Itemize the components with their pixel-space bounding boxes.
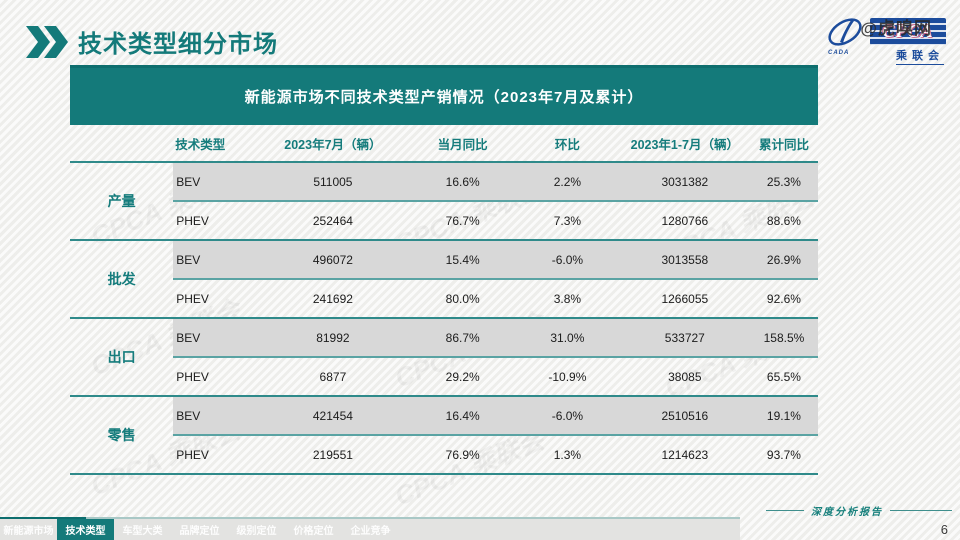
cell-cum: 2510516 — [619, 396, 750, 436]
group-label: 批发 — [70, 240, 174, 319]
bottom-nav: 新能源市场 技术类型 车型大类 品牌定位 级别定位 价格定位 企业竞争 — [0, 517, 740, 540]
cell-cumyoy: 19.1% — [749, 396, 818, 436]
nav-tab-price-position[interactable]: 价格定位 — [293, 526, 334, 537]
col-header-mom: 环比 — [515, 125, 620, 163]
page-header: 技术类型细分市场 — [24, 24, 278, 59]
table-row: 零售 BEV 421454 16.4% -6.0% 2510516 19.1% — [70, 396, 818, 475]
cell-mom: -6.0% — [515, 396, 620, 436]
col-header-cum: 2023年1-7月（辆） — [619, 125, 750, 163]
cell-tech: PHEV — [173, 279, 256, 319]
cell-mom: 1.3% — [515, 435, 620, 475]
cell-cum: 3013558 — [619, 240, 750, 280]
report-footnote: 深度分析报告 — [766, 503, 952, 518]
cell-cumyoy: 25.3% — [749, 162, 818, 202]
site-watermark: @虎嗅网 — [860, 19, 932, 38]
cell-tech: PHEV — [173, 357, 256, 397]
cell-cum: 1266055 — [619, 279, 750, 319]
cpca-ellipse-icon — [828, 18, 862, 46]
page-number: 6 — [940, 522, 948, 537]
cell-yoy: 76.9% — [410, 435, 516, 475]
data-table: 新能源市场不同技术类型产销情况（2023年7月及累计） 技术类型 2023年7月… — [70, 68, 818, 475]
cell-mom: 7.3% — [515, 201, 620, 241]
cell-month: 241692 — [255, 279, 411, 319]
table-row: 批发 BEV 496072 15.4% -6.0% 3013558 26.9% — [70, 240, 818, 319]
cell-yoy: 16.4% — [410, 396, 516, 436]
cell-cumyoy: 26.9% — [749, 240, 818, 280]
cell-month: 496072 — [255, 240, 411, 280]
cell-cumyoy: 158.5% — [749, 318, 818, 358]
page-title: 技术类型细分市场 — [78, 31, 278, 58]
cell-yoy: 76.7% — [410, 201, 516, 241]
nav-tab-model-category[interactable]: 车型大类 — [122, 526, 163, 537]
nav-tab-brand-position[interactable]: 品牌定位 — [179, 526, 220, 537]
cell-mom: 3.8% — [515, 279, 620, 319]
cell-tech: PHEV — [173, 201, 256, 241]
cell-yoy: 86.7% — [410, 318, 516, 358]
col-header-month: 2023年7月（辆） — [255, 125, 411, 163]
cell-cum: 1280766 — [619, 201, 750, 241]
cpca-box: CPCA — [870, 18, 946, 45]
cell-month: 81992 — [255, 318, 411, 358]
logo-stripes — [870, 18, 946, 45]
cell-mom: 2.2% — [515, 162, 620, 202]
cpca-logo: CADA CPCA 乘联会 — [824, 10, 946, 65]
cell-cum: 1214623 — [619, 435, 750, 475]
table-row: PHEV 241692 80.0% 3.8% 1266055 92.6% — [70, 279, 818, 319]
cell-mom: 31.0% — [515, 318, 620, 358]
cell-cumyoy: 88.6% — [749, 201, 818, 241]
cpca-text: CPCA — [882, 21, 934, 41]
col-header-yoy: 当月同比 — [410, 125, 516, 163]
table-row: PHEV 252464 76.7% 7.3% 1280766 88.6% — [70, 201, 818, 241]
group-label: 产量 — [70, 162, 174, 241]
table-row: PHEV 6877 29.2% -10.9% 38085 65.5% — [70, 357, 818, 397]
cell-month: 511005 — [255, 162, 411, 202]
cell-tech: BEV — [173, 318, 256, 358]
table-row: 出口 BEV 81992 86.7% 31.0% 533727 158.5% — [70, 318, 818, 397]
cell-month: 219551 — [255, 435, 411, 475]
footnote-rule-right — [890, 510, 952, 511]
group-label: 零售 — [70, 396, 174, 475]
col-header-cumyoy: 累计同比 — [749, 125, 818, 163]
table-header-row: 技术类型 2023年7月（辆） 当月同比 环比 2023年1-7月（辆） 累计同… — [70, 125, 818, 163]
cell-cum: 38085 — [619, 357, 750, 397]
nav-tab-new-energy-market[interactable]: 新能源市场 — [3, 526, 54, 537]
footnote-text: 深度分析报告 — [811, 507, 883, 518]
cell-cumyoy: 92.6% — [749, 279, 818, 319]
cell-tech: BEV — [173, 396, 256, 436]
cell-mom: -10.9% — [515, 357, 620, 397]
col-header-tech: 技术类型 — [173, 125, 256, 163]
group-label: 出口 — [70, 318, 174, 397]
cell-yoy: 16.6% — [410, 162, 516, 202]
cell-tech: BEV — [173, 162, 256, 202]
logo-org-name: 乘联会 — [896, 47, 944, 65]
footnote-rule-left — [766, 510, 804, 511]
table-row: 产量 BEV 511005 16.6% 2.2% 3031382 25.3% — [70, 162, 818, 241]
cell-month: 421454 — [255, 396, 411, 436]
cell-yoy: 15.4% — [410, 240, 516, 280]
double-chevron-icon — [26, 25, 68, 58]
title-underline — [70, 65, 818, 68]
cell-tech: BEV — [173, 240, 256, 280]
logo-subtext: CADA — [828, 50, 850, 56]
nav-tab-enterprise[interactable]: 企业竞争 — [350, 526, 391, 537]
table-row: PHEV 219551 76.9% 1.3% 1214623 93.7% — [70, 435, 818, 475]
cell-yoy: 80.0% — [410, 279, 516, 319]
cell-mom: -6.0% — [515, 240, 620, 280]
table-title: 新能源市场不同技术类型产销情况（2023年7月及累计） — [70, 68, 818, 125]
cell-tech: PHEV — [173, 435, 256, 475]
cell-yoy: 29.2% — [410, 357, 516, 397]
cell-cumyoy: 93.7% — [749, 435, 818, 475]
header-spacer — [70, 125, 174, 163]
cell-cumyoy: 65.5% — [749, 357, 818, 397]
cell-cum: 3031382 — [619, 162, 750, 202]
cell-month: 6877 — [255, 357, 411, 397]
cell-month: 252464 — [255, 201, 411, 241]
nav-tab-tech-type[interactable]: 技术类型 — [57, 519, 114, 540]
nav-tab-level-position[interactable]: 级别定位 — [236, 526, 277, 537]
cell-cum: 533727 — [619, 318, 750, 358]
